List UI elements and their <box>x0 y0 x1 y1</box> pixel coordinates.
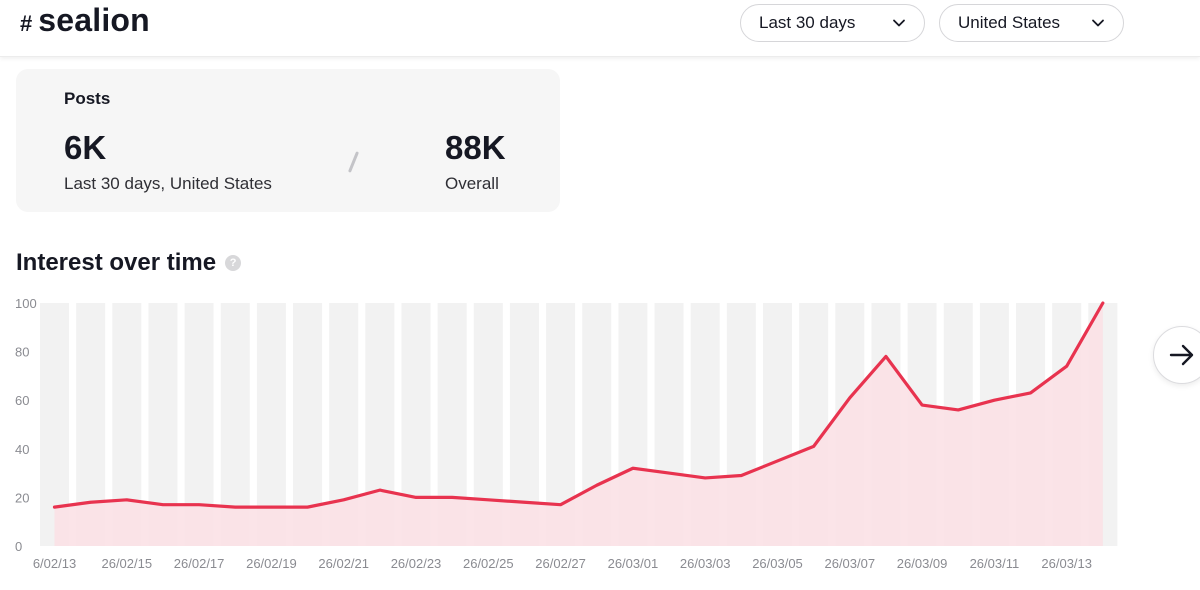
x-tick-label: 26/02/21 <box>318 556 369 571</box>
x-tick-label: 26/02/15 <box>101 556 152 571</box>
period-dropdown-value: Last 30 days <box>759 13 856 32</box>
data-point <box>740 474 743 477</box>
x-tick-label: 26/02/17 <box>174 556 225 571</box>
data-point <box>451 496 453 499</box>
posts-overall-value: 88K <box>445 129 506 166</box>
x-tick-label: 26/03/11 <box>970 556 1020 571</box>
chevron-down-icon <box>893 19 905 27</box>
data-point <box>162 503 164 506</box>
interest-chart: 0 20 40 60 80 100 6/02/13 26/02/15 26/02/17 26/02… <box>15 296 1118 571</box>
data-point <box>523 501 526 504</box>
data-point <box>270 506 273 508</box>
x-tick-label: 26/03/05 <box>752 556 803 571</box>
x-tick-label: 26/02/25 <box>463 556 514 571</box>
y-tick-label: 100 <box>15 296 37 311</box>
x-tick-label: 26/03/07 <box>824 556 875 571</box>
data-point <box>1065 365 1068 367</box>
x-tick-label: 26/02/19 <box>246 556 297 571</box>
data-point <box>234 506 237 508</box>
y-tick-label: 40 <box>15 442 29 457</box>
data-point <box>812 445 815 448</box>
series-line <box>52 301 1105 509</box>
data-point <box>126 499 128 501</box>
posts-recent-label: Last 30 days, United States <box>64 174 272 193</box>
region-dropdown[interactable]: United States <box>939 4 1124 42</box>
x-tick-label: 6/02/13 <box>33 556 76 571</box>
help-icon[interactable]: ? <box>225 255 242 271</box>
y-tick-label: 0 <box>15 539 22 554</box>
page-header: # sealion Last 30 days United States <box>0 0 1200 57</box>
period-dropdown[interactable]: Last 30 days <box>740 4 925 42</box>
y-tick-label: 60 <box>15 393 29 408</box>
data-point <box>559 503 562 506</box>
x-tick-label: 26/02/23 <box>391 556 442 571</box>
data-point <box>306 506 309 508</box>
data-point <box>993 399 996 401</box>
y-tick-label: 80 <box>15 345 29 360</box>
region-dropdown-value: United States <box>958 13 1061 32</box>
hashtag-title: # sealion <box>20 2 150 39</box>
data-point <box>415 496 417 499</box>
hashtag-name: sealion <box>38 2 150 38</box>
data-point <box>198 503 200 506</box>
data-point <box>53 506 56 508</box>
data-point <box>957 409 960 411</box>
data-point <box>668 472 670 474</box>
data-point <box>849 396 851 399</box>
posts-overall-label: Overall <box>445 174 499 193</box>
next-arrow-button[interactable] <box>1153 326 1200 384</box>
y-tick-label: 20 <box>15 490 29 505</box>
data-point <box>89 501 92 504</box>
x-tick-label: 26/03/01 <box>608 556 659 571</box>
series-area <box>54 303 1103 546</box>
x-tick-label: 26/03/09 <box>897 556 948 571</box>
posts-title: Posts <box>64 89 111 108</box>
data-point <box>379 489 381 491</box>
posts-recent-value: 6K <box>64 129 107 166</box>
chevron-down-icon <box>1092 19 1104 27</box>
data-point <box>632 467 634 470</box>
data-point <box>704 477 706 479</box>
data-point <box>1102 302 1104 304</box>
data-point <box>885 355 887 358</box>
posts-card: Posts 6K Last 30 days, United States 88K… <box>16 69 560 212</box>
divider-slash <box>347 151 360 173</box>
interest-title-text: Interest over time <box>16 249 217 276</box>
data-point <box>487 499 490 501</box>
x-tick-label: 26/03/13 <box>1041 556 1092 571</box>
data-point <box>1029 392 1032 394</box>
chart-band <box>256 303 286 546</box>
arrow-right-icon <box>1169 344 1194 366</box>
data-point <box>595 484 598 487</box>
interest-title: Interest over time ? <box>16 249 242 277</box>
x-tick-label: 26/03/03 <box>680 556 731 571</box>
data-point <box>776 460 779 462</box>
x-tick-label: 26/02/27 <box>535 556 586 571</box>
data-point <box>921 404 923 406</box>
hash-symbol: # <box>20 11 33 36</box>
data-point <box>342 499 345 501</box>
